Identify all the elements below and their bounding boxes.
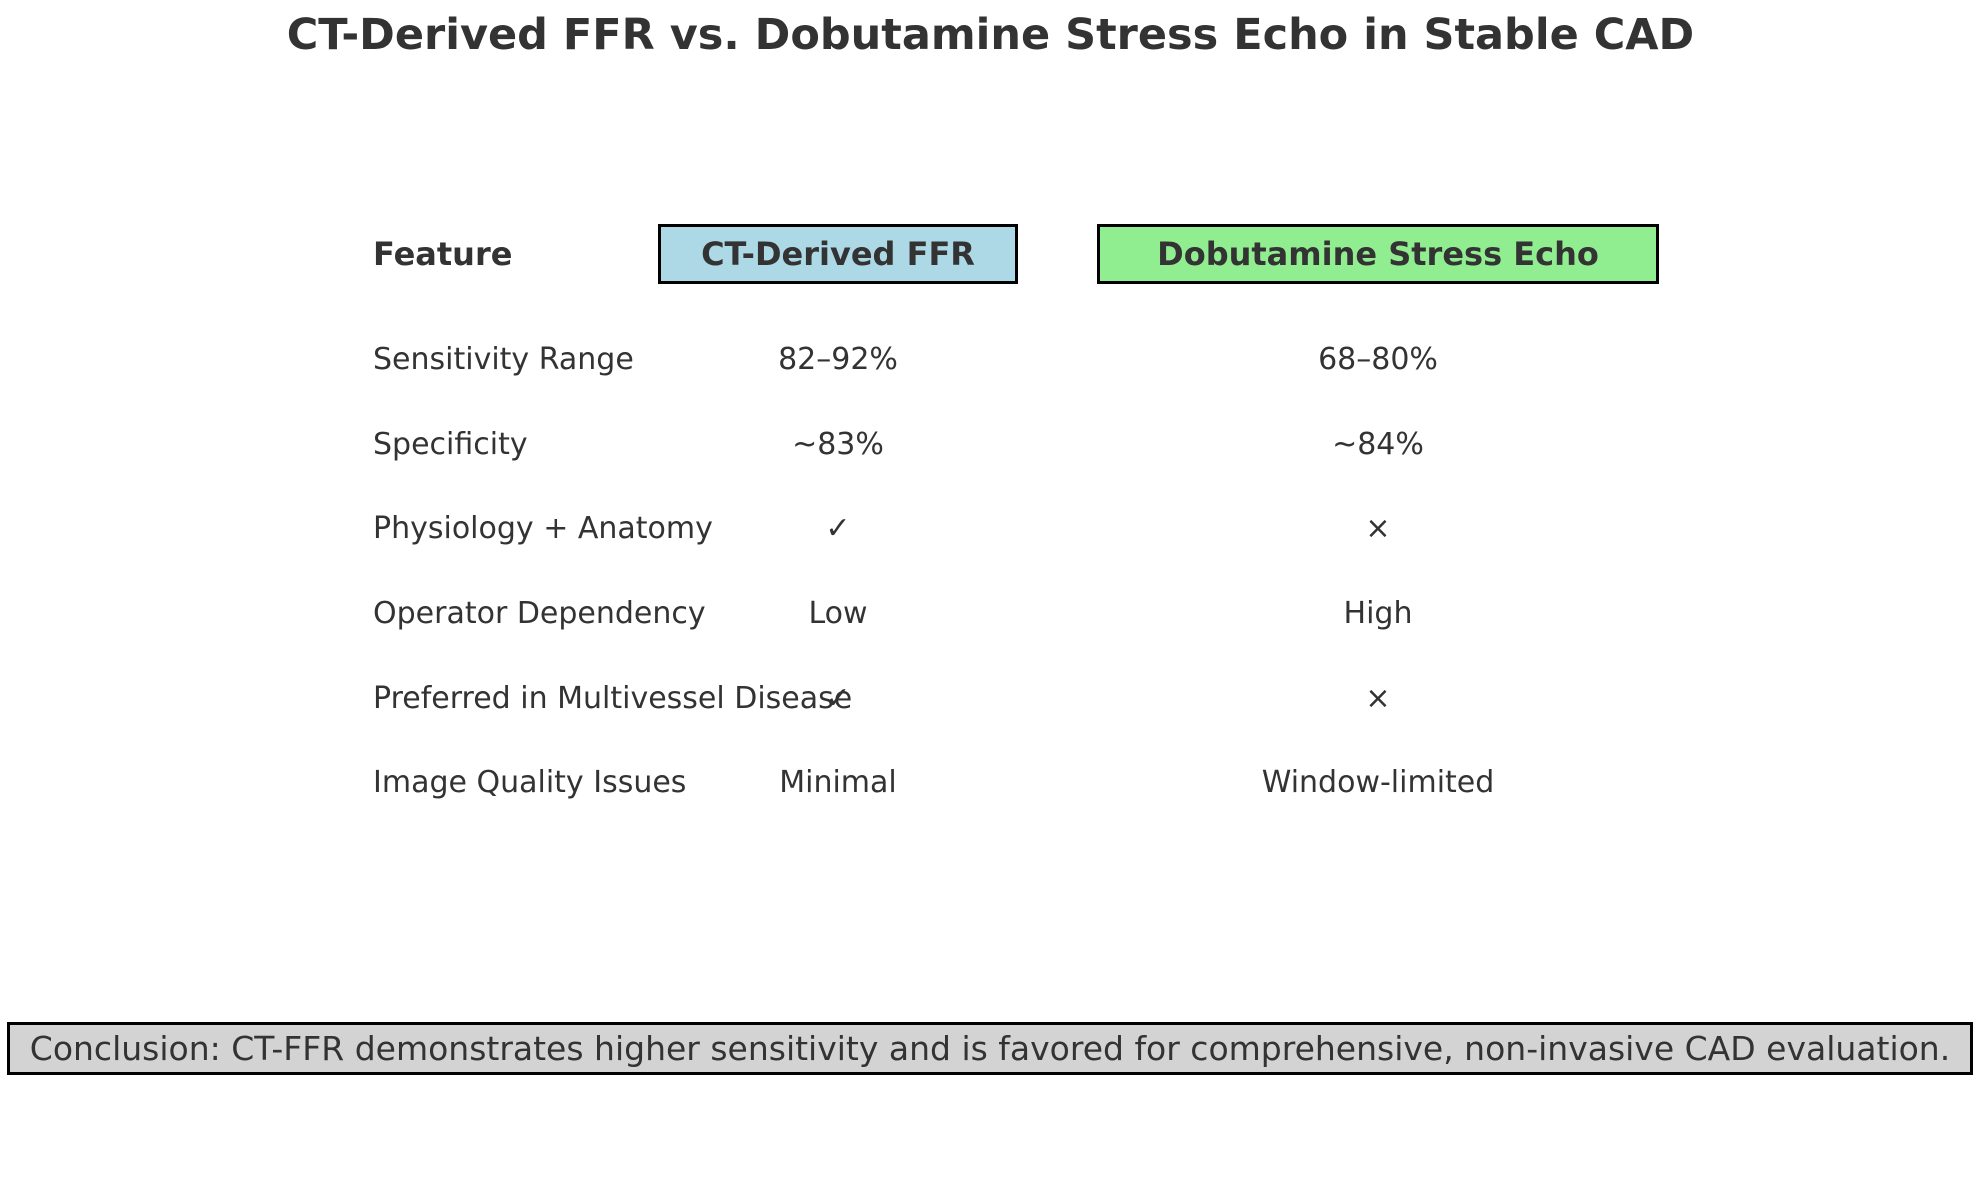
row-echo-value: Window-limited (1261, 765, 1495, 800)
row-feature-label: Sensitivity Range (373, 342, 634, 377)
check-mark-icon: ✓ (825, 681, 851, 716)
row-ct-ffr-value: Minimal (779, 765, 897, 800)
row-feature-label: Operator Dependency (373, 596, 706, 631)
row-feature-label: Physiology + Anatomy (373, 511, 713, 546)
table-row-sensitivity-range: Sensitivity Range 82–92% 68–80% (0, 341, 1981, 379)
row-feature-label: Image Quality Issues (373, 765, 687, 800)
table-row-physiology-anatomy: Physiology + Anatomy ✓ × (0, 510, 1981, 548)
table-row-specificity: Specificity ~83% ~84% (0, 426, 1981, 464)
column-header-feature: Feature (373, 235, 513, 273)
column-header-stress-echo: Dobutamine Stress Echo (1097, 224, 1659, 284)
table-row-operator-dependency: Operator Dependency Low High (0, 595, 1981, 633)
cross-mark-icon: × (1365, 511, 1391, 546)
conclusion-banner: Conclusion: CT-FFR demonstrates higher s… (7, 1022, 1973, 1075)
column-header-ct-ffr: CT-Derived FFR (658, 224, 1018, 284)
table-row-multivessel-disease: Preferred in Multivessel Disease ✓ × (0, 680, 1981, 718)
table-row-image-quality: Image Quality Issues Minimal Window-limi… (0, 764, 1981, 802)
row-echo-value: High (1343, 596, 1413, 631)
check-mark-icon: ✓ (825, 511, 851, 546)
row-ct-ffr-value: Low (808, 596, 868, 631)
row-ct-ffr-value: ~83% (792, 427, 884, 462)
cross-mark-icon: × (1365, 681, 1391, 716)
row-ct-ffr-value: 82–92% (778, 342, 898, 377)
conclusion-text: Conclusion: CT-FFR demonstrates higher s… (29, 1029, 1951, 1068)
figure-title: CT-Derived FFR vs. Dobutamine Stress Ech… (286, 10, 1695, 60)
row-feature-label: Preferred in Multivessel Disease (373, 681, 853, 716)
row-feature-label: Specificity (373, 427, 528, 462)
row-echo-value: ~84% (1332, 427, 1424, 462)
row-echo-value: 68–80% (1318, 342, 1438, 377)
